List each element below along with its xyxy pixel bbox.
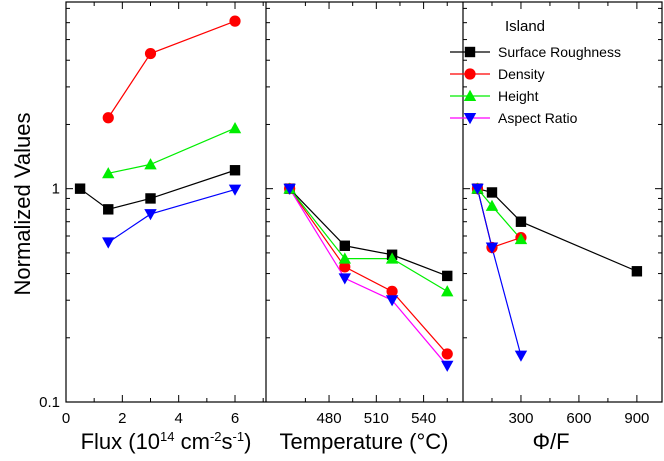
plot-border [65,1,663,403]
y-tick-label: 1 [52,181,60,198]
data-point-height [485,199,499,211]
data-point-roughness [229,165,241,176]
data-point-aspect [338,273,351,285]
x-tick-label: 540 [411,410,436,427]
x-tick-label: 300 [508,410,533,427]
legend-label: Height [498,88,539,104]
series-line-aspect-panel-2 [289,188,448,367]
data-point-aspect [283,183,296,195]
data-point-roughness [515,216,527,227]
legend-label: Surface Roughness [498,44,621,60]
data-point-density [144,47,157,60]
data-point-density [386,285,398,297]
data-point-height [144,158,157,170]
data-point-aspect [385,295,399,307]
x-tick-label: 2 [118,410,126,427]
y-axis-label: Normalized Values [10,112,35,295]
axis-ticks: 0.1 1 0 2 4 6 480 510 540 300 600 900 [39,2,662,427]
series-line-density-panel-3 [476,188,522,249]
legend-label: Aspect Ratio [498,110,578,126]
legend-label: Density [498,66,545,82]
data-point-aspect [102,237,115,249]
data-point-height [514,232,528,245]
data-point-aspect [228,184,242,196]
x-tick-label: 600 [566,410,591,427]
data-point-roughness [145,193,156,204]
x-tick-label: 510 [364,410,389,427]
data-point-roughness [339,240,350,251]
series-layer [74,15,643,372]
data-point-height [385,252,399,264]
data-point-aspect [485,242,499,254]
data-point-density [339,261,351,273]
x-tick-label: 4 [175,410,183,427]
legend-entries: Surface Roughness Density Height Aspect Rat… [450,44,621,126]
x-tick-label: 6 [231,410,239,427]
series-line-height-panel-2 [289,188,448,292]
x-tick-label: 0 [62,410,70,427]
x-axis-label-flux: Flux (1014 cm-2s-1) [81,429,252,454]
series-line-density-panel-2 [289,188,448,355]
series-line-roughness-panel-3 [477,188,638,272]
data-point-aspect [144,209,157,221]
series-line-roughness-panel-2 [289,188,448,277]
data-point-height [228,122,242,134]
data-point-density [441,348,453,360]
data-point-aspect [514,350,528,362]
legend-marker [463,113,477,125]
data-point-aspect [441,360,454,372]
plot-frame [65,1,663,403]
series-line-aspect-panel-1 [107,189,236,243]
data-point-roughness [74,183,86,194]
y-tick-label: 0.1 [39,394,60,411]
data-point-height [338,252,351,264]
x-axis-label-temperature: Temperature (°C) [280,429,449,454]
data-point-height [441,285,454,297]
series-line-roughness-panel-1 [79,169,236,210]
legend-marker [463,89,477,101]
x-tick-label: 480 [317,410,342,427]
data-point-roughness [103,204,114,215]
legend-marker [464,46,476,58]
x-axis-label-phi-f: Φ/F [532,429,569,454]
data-point-density [102,112,114,124]
data-point-roughness [442,270,453,282]
data-point-aspect [471,183,484,195]
legend-marker [464,68,476,80]
legend: Island Surface Roughness Density Height Asp… [450,18,621,126]
x-tick-label: 900 [624,410,649,427]
data-point-roughness [486,187,498,198]
data-point-height [102,167,115,179]
legend-title: Island [505,18,545,35]
series-line-density-panel-1 [107,20,236,119]
data-point-density [229,15,241,27]
data-point-roughness [631,266,643,277]
series-line-height-panel-1 [108,127,236,174]
